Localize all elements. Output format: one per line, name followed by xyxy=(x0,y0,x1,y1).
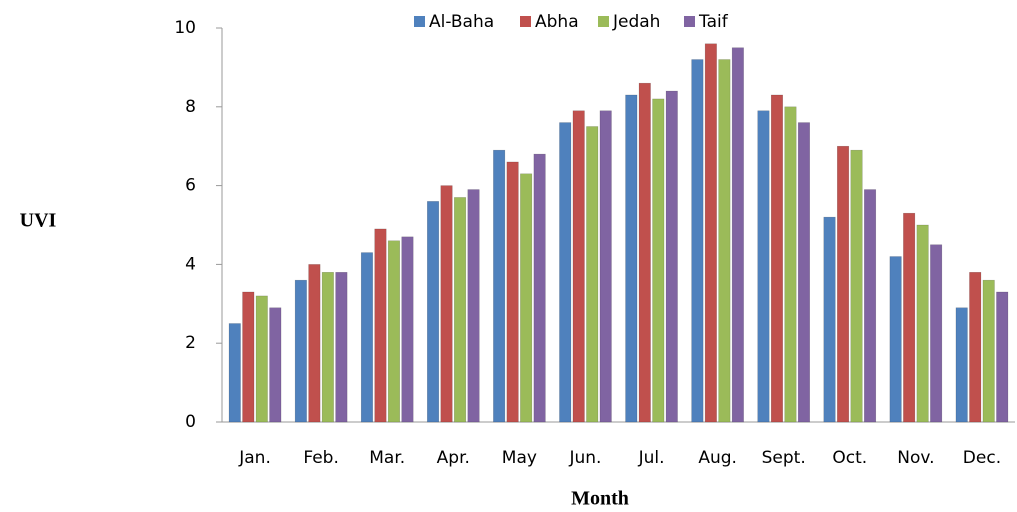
bar xyxy=(321,272,334,423)
legend-label: Al-Baha xyxy=(429,12,494,32)
bar xyxy=(837,145,850,423)
x-tick-label: Jan. xyxy=(238,448,271,468)
bar xyxy=(638,82,651,423)
x-tick-label: Mar. xyxy=(369,448,405,468)
y-tick-label: 6 xyxy=(185,176,196,196)
bar xyxy=(559,122,572,423)
bar xyxy=(360,252,373,423)
bar xyxy=(731,47,744,423)
bar xyxy=(374,228,387,423)
bar xyxy=(784,106,797,423)
bar xyxy=(572,110,585,423)
x-tick-label: May xyxy=(502,448,537,468)
legend-swatch xyxy=(684,16,695,27)
bar xyxy=(718,59,731,423)
x-tick-label: Jun. xyxy=(568,448,601,468)
bar xyxy=(850,149,863,423)
bar xyxy=(255,295,268,423)
bar xyxy=(797,122,810,423)
x-tick-label: Oct. xyxy=(832,448,867,468)
bar xyxy=(454,197,467,423)
bar xyxy=(969,272,982,423)
bar xyxy=(704,43,717,423)
bar xyxy=(520,173,533,423)
x-tick-label: Apr. xyxy=(437,448,470,468)
x-tick-label: Jul. xyxy=(638,448,665,468)
bar xyxy=(493,149,506,423)
bar xyxy=(903,212,916,423)
bar xyxy=(864,189,877,423)
y-tick-label: 10 xyxy=(174,18,196,38)
x-axis-label: Month xyxy=(571,488,629,510)
bar xyxy=(665,90,678,423)
bar xyxy=(823,216,836,423)
bar xyxy=(506,161,519,423)
bar xyxy=(625,94,638,423)
bar xyxy=(242,291,255,423)
y-tick-label: 2 xyxy=(185,333,196,353)
bar xyxy=(308,264,321,423)
legend-label: Abha xyxy=(535,12,579,32)
bar xyxy=(691,59,704,423)
y-tick-label: 0 xyxy=(185,412,196,432)
x-tick-label: Feb. xyxy=(303,448,339,468)
bar xyxy=(294,279,307,423)
bar xyxy=(652,98,665,423)
bar xyxy=(916,224,929,423)
bar xyxy=(467,189,480,423)
x-tick-label: Nov. xyxy=(897,448,934,468)
bar xyxy=(401,236,414,423)
bar xyxy=(228,323,241,423)
legend-label: Jedah xyxy=(612,12,660,32)
legend-label: Taif xyxy=(698,12,729,32)
bar xyxy=(955,307,968,423)
bar xyxy=(586,126,599,423)
bar xyxy=(996,291,1009,423)
y-tick-label: 4 xyxy=(185,254,196,274)
bar xyxy=(269,307,282,423)
bar xyxy=(982,279,995,423)
bar xyxy=(440,185,453,423)
bar xyxy=(427,201,440,423)
x-tick-label: Sept. xyxy=(762,448,806,468)
bar xyxy=(889,256,902,423)
legend-swatch xyxy=(414,16,425,27)
x-tick-label: Aug. xyxy=(698,448,737,468)
bar xyxy=(335,272,348,423)
x-tick-label: Dec. xyxy=(963,448,1001,468)
legend-swatch xyxy=(598,16,609,27)
bar xyxy=(533,153,546,423)
y-tick-label: 8 xyxy=(185,97,196,117)
bar xyxy=(387,240,400,423)
bar xyxy=(770,94,783,423)
legend-swatch xyxy=(520,16,531,27)
bar xyxy=(757,110,770,423)
bar xyxy=(599,110,612,423)
bar xyxy=(930,244,943,423)
y-axis-label: UVI xyxy=(20,210,57,232)
